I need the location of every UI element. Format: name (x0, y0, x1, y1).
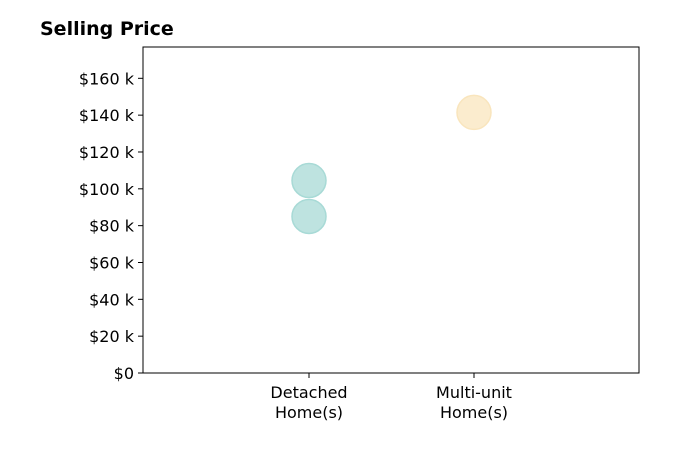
y-tick-label: $120 k (79, 143, 135, 162)
y-tick-label: $160 k (79, 69, 135, 88)
scatter-point (291, 198, 327, 235)
x-tick-label: Home(s) (440, 403, 508, 422)
scatter-point (456, 94, 492, 131)
x-tick-label: Detached (270, 383, 347, 402)
x-tick-label: Home(s) (275, 403, 343, 422)
plot-frame (142, 46, 640, 374)
y-tick-label: $60 k (89, 253, 135, 272)
plot-area: $0 $20 k $40 k $60 k $80 k $100 k $120 k $140 k… (79, 46, 640, 422)
x-tick-label: Multi-unit (436, 383, 512, 402)
y-tick-label: $100 k (79, 180, 135, 199)
y-tick-label: $140 k (79, 106, 135, 125)
y-tick-label: $0 (114, 364, 134, 383)
y-tick-label: $80 k (89, 217, 135, 236)
chart-title: Selling Price (40, 18, 174, 40)
y-tick-label: $40 k (89, 290, 135, 309)
scatter-point (291, 162, 327, 199)
y-tick-label: $20 k (89, 327, 135, 346)
